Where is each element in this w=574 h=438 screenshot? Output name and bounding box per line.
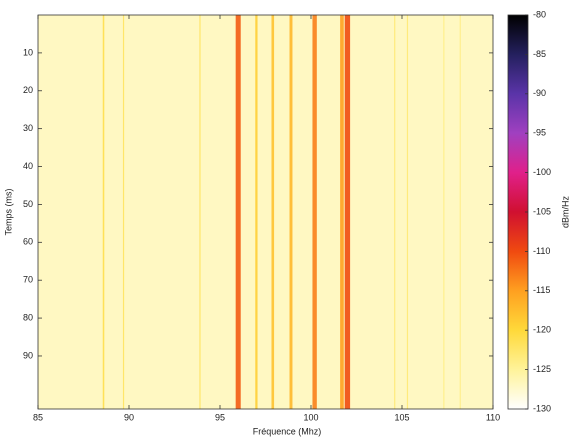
- colorbar-tick-label: -95: [533, 128, 546, 138]
- y-tick-label: 70: [23, 275, 33, 285]
- signal-band: [459, 15, 461, 409]
- colorbar-tick-label: -80: [533, 9, 546, 19]
- y-tick-label: 50: [23, 199, 33, 209]
- y-tick-label: 90: [23, 350, 33, 360]
- signal-band: [255, 15, 258, 409]
- colorbar-tick-label: -90: [533, 88, 546, 98]
- colorbar: [508, 15, 528, 409]
- plot-frame: [37, 14, 494, 410]
- signal-band: [122, 15, 125, 409]
- y-axis-label: Temps (ms): [3, 188, 13, 235]
- signal-band: [199, 15, 201, 409]
- x-tick-label: 95: [215, 412, 225, 422]
- colorbar-tick-label: -130: [533, 403, 551, 413]
- x-tick-label: 110: [486, 412, 500, 422]
- signal-band: [235, 15, 241, 409]
- x-tick-label: 105: [394, 412, 409, 422]
- y-tick-label: 40: [23, 161, 33, 171]
- colorbar-tick-label: -100: [533, 167, 551, 177]
- y-tick-label: 10: [23, 47, 33, 57]
- signal-band: [406, 15, 409, 409]
- y-tick-label: 30: [23, 123, 33, 133]
- colorbar-tick-label: -115: [533, 285, 550, 295]
- signal-band: [102, 15, 105, 409]
- signal-band: [443, 15, 445, 409]
- x-tick-label: 90: [124, 412, 134, 422]
- signal-band: [271, 15, 275, 409]
- colorbar-label: dBm/Hz: [560, 196, 570, 229]
- y-tick-label: 20: [23, 85, 33, 95]
- noise-floor: [38, 15, 493, 409]
- colorbar-tick-label: -125: [533, 364, 551, 374]
- x-axis-label: Fréquence (Mhz): [253, 426, 322, 436]
- colorbar-tick-label: -85: [533, 49, 546, 59]
- signal-band: [340, 15, 344, 409]
- signal-band: [394, 15, 396, 409]
- signal-band: [344, 15, 351, 409]
- colorbar-tick-label: -110: [533, 246, 550, 256]
- x-tick-label: 85: [33, 412, 43, 422]
- signal-band: [312, 15, 317, 409]
- y-tick-label: 60: [23, 237, 33, 247]
- colorbar-tick-label: -120: [533, 325, 551, 335]
- x-tick-label: 100: [303, 412, 318, 422]
- signal-band: [289, 15, 293, 409]
- y-tick-label: 80: [23, 312, 33, 322]
- colorbar-tick-label: -105: [533, 206, 551, 216]
